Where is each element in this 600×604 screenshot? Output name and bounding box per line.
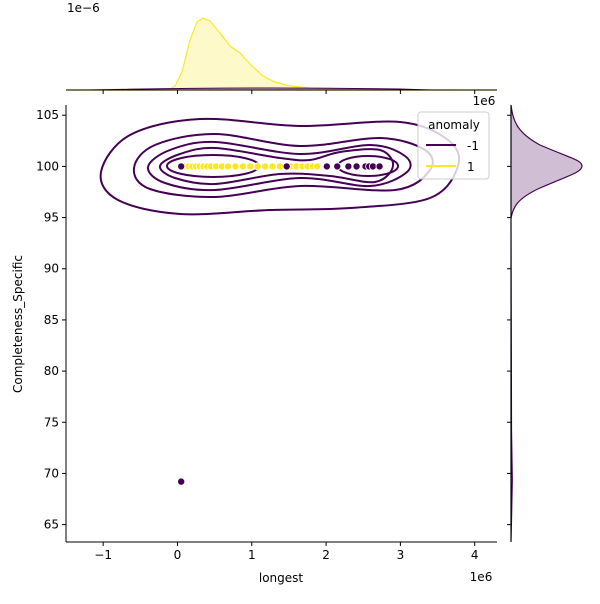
right-marginal (507, 104, 583, 543)
top-marginal-kde-neg1 (89, 87, 431, 91)
data-point (344, 162, 353, 171)
data-point (368, 162, 377, 171)
scatter-points (177, 162, 384, 486)
data-point (253, 162, 262, 171)
legend: anomaly -1 1 (417, 111, 490, 180)
kde-contour-line (146, 140, 412, 192)
data-point (268, 162, 277, 171)
x-tick-label: 2 (322, 548, 330, 562)
top-marginal (65, 17, 498, 94)
legend-label-neg1: -1 (467, 139, 479, 153)
legend-title: anomaly (428, 118, 480, 132)
x-tick-label: 4 (471, 548, 479, 562)
main-axes: −1 0 1 2 3 4 65 70 75 80 85 90 95 100 105 (36, 105, 497, 562)
data-point (246, 162, 255, 171)
top-marginal-offset-label: 1e−6 (67, 1, 100, 15)
y-tick-label: 90 (44, 262, 59, 276)
data-point (238, 162, 247, 171)
x-tick-label: 0 (174, 548, 182, 562)
y-tick-label: 85 (44, 313, 59, 327)
y-tick-label: 100 (36, 159, 59, 173)
y-tick-label: 70 (44, 466, 59, 480)
data-point (375, 162, 384, 171)
top-marginal-kde-1 (65, 17, 498, 91)
data-point (261, 162, 270, 171)
top-marginal-x-offset-label: 1e6 (473, 94, 496, 108)
data-point (322, 162, 331, 171)
data-point (352, 162, 361, 171)
data-point (231, 162, 240, 171)
y-tick-label: 95 (44, 211, 59, 225)
data-point (282, 162, 291, 171)
y-tick-label: 80 (44, 364, 59, 378)
data-point (223, 162, 232, 171)
y-tick-label: 105 (36, 108, 59, 122)
kde-contour-line (158, 146, 395, 186)
y-axis-label: Completeness_Specific (11, 255, 25, 393)
x-tick-label: 1 (248, 548, 256, 562)
y-tick-label: 75 (44, 415, 59, 429)
data-point (333, 162, 342, 171)
x-axis-label: longest (259, 571, 304, 585)
data-point (276, 162, 285, 171)
y-tick-label: 65 (44, 518, 59, 532)
data-point (177, 477, 186, 486)
data-point (313, 162, 322, 171)
right-marginal-kde-neg1 (510, 104, 583, 543)
data-point (177, 162, 186, 171)
x-tick-label: 3 (397, 548, 405, 562)
legend-label-1: 1 (467, 160, 475, 174)
x-tick-label: −1 (94, 548, 112, 562)
x-offset-label: 1e6 (470, 570, 493, 584)
